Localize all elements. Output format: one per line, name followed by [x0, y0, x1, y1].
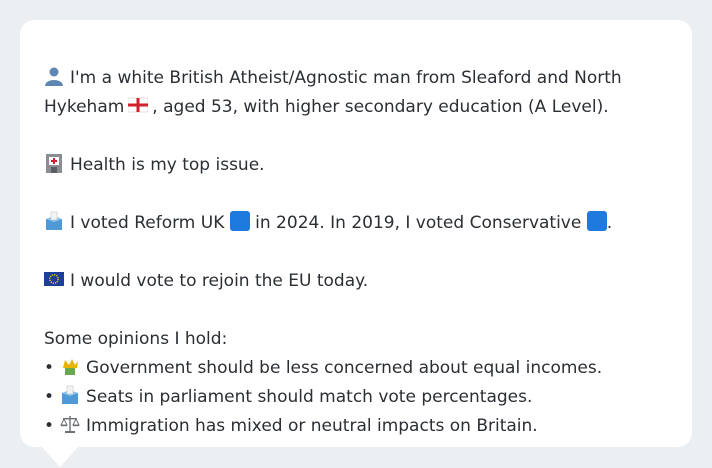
england-flag-icon	[128, 95, 149, 115]
list-item: • Immigration has mixed or neutral impac…	[44, 412, 668, 441]
opinion-text: Immigration has mixed or neutral impacts…	[86, 416, 538, 436]
ballot-box-icon	[60, 385, 80, 405]
vote-text-c: .	[606, 213, 613, 233]
eu-line: I would vote to rejoin the EU today.	[44, 267, 668, 296]
crown-money-icon	[60, 356, 80, 376]
persona-card: I'm a white British Atheist/Agnostic man…	[20, 20, 692, 447]
opinion-text: Government should be less concerned abou…	[86, 358, 603, 378]
speech-bubble-tail	[40, 445, 80, 467]
bullet: •	[44, 416, 55, 436]
vote-line: I voted Reform UK in 2024. In 2019, I vo…	[44, 209, 668, 238]
eu-flag-icon	[44, 269, 64, 289]
bullet: •	[44, 387, 55, 407]
vote-text-a: I voted Reform UK	[70, 213, 225, 233]
bullet: •	[44, 358, 55, 378]
opinion-text: Seats in parliament should match vote pe…	[86, 387, 533, 407]
intro-text-a: I'm a white British Atheist/Agnostic man…	[70, 68, 622, 88]
person-icon	[44, 66, 64, 86]
list-item: • Government should be less concerned ab…	[44, 354, 668, 383]
intro-line-2: Hykeham , aged 53, with higher secondary…	[44, 93, 668, 122]
opinions-heading: Some opinions I hold:	[44, 329, 228, 349]
health-text: Health is my top issue.	[70, 155, 265, 175]
health-line: Health is my top issue.	[44, 151, 668, 180]
eu-text: I would vote to rejoin the EU today.	[70, 271, 369, 291]
vote-text-b: in 2024. In 2019, I voted Conservative	[255, 213, 582, 233]
blue-square-icon	[586, 211, 607, 231]
blue-square-icon	[229, 211, 250, 231]
intro-line-1: I'm a white British Atheist/Agnostic man…	[44, 64, 668, 93]
intro-text-b1: Hykeham	[44, 97, 125, 117]
hospital-icon	[44, 153, 64, 173]
ballot-box-icon	[44, 211, 64, 231]
scales-icon	[60, 414, 80, 434]
intro-text-b2: , aged 53, with higher secondary educati…	[152, 97, 609, 117]
list-item: • Seats in parliament should match vote …	[44, 383, 668, 412]
